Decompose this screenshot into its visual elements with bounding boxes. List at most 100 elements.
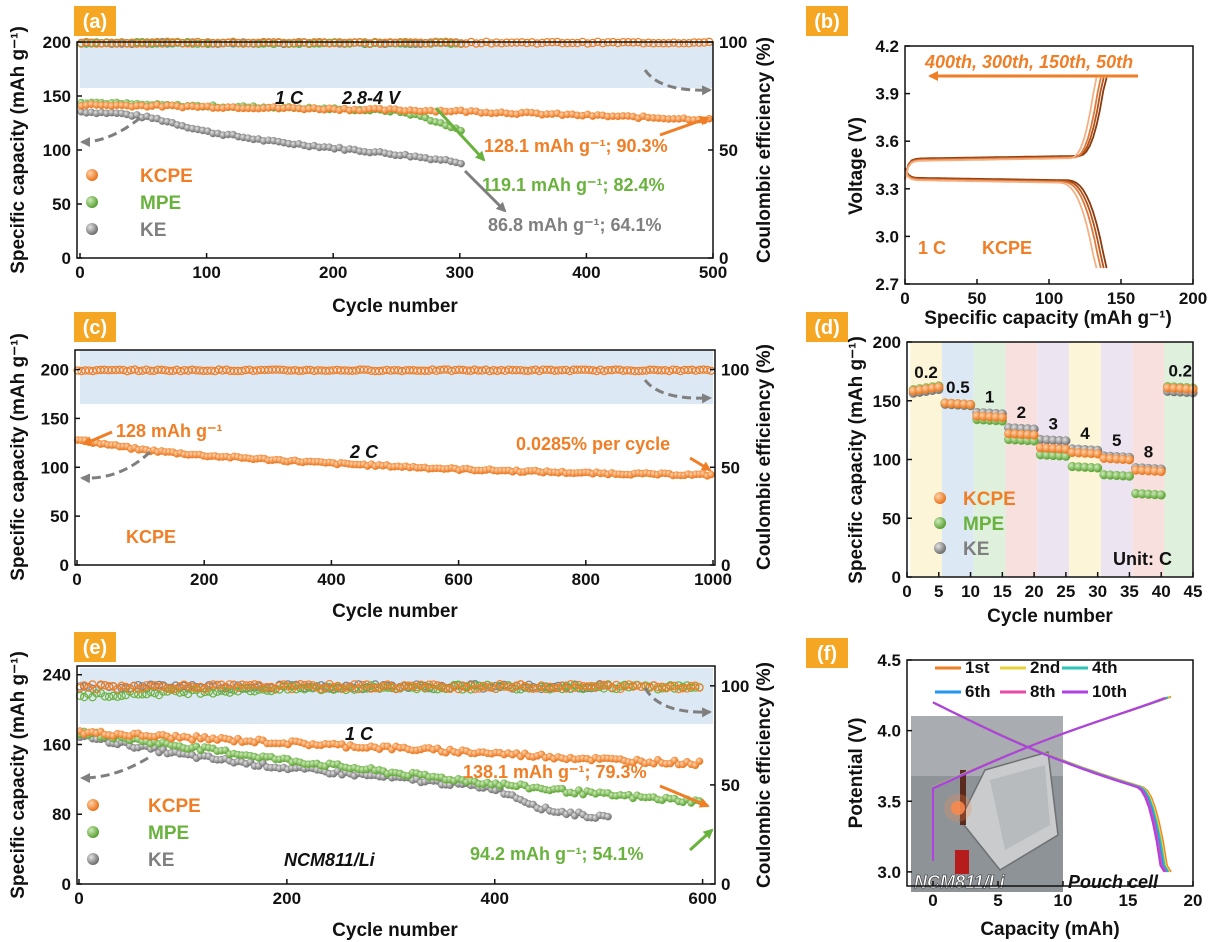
panel-d-kcpe-point <box>934 382 944 392</box>
panel-e-kcpe-ce-point <box>188 682 197 692</box>
panel-e-mpe-ce-point <box>109 691 118 701</box>
panel-e-mpe-ce-point <box>470 681 480 690</box>
panel-e-mpe-ce-point <box>229 686 239 695</box>
panel-e-frame <box>76 665 716 885</box>
panel-e-kcpe-ce-point <box>204 682 214 692</box>
panel-a-kcpe-ce-point <box>664 39 673 48</box>
panel-e-kcpe-ce-point <box>229 680 239 689</box>
panel-e-kcpe-ce-point <box>142 681 151 690</box>
panel-b-charge-curve-150th <box>904 77 1105 179</box>
panel-e-rate: 1 C <box>345 724 374 744</box>
panel-c-kcpe-ce-point <box>439 365 449 374</box>
panel-e-mpe-ce-point <box>117 691 126 701</box>
panel-a-kcpe-ce-point <box>107 38 116 47</box>
panel-b-charge-curve-300th <box>904 77 1102 180</box>
panel-a-kcpe-ce-point <box>451 38 461 48</box>
panel-e-kcpe-ce-point <box>429 680 438 689</box>
panel-b-ytick-label: 3.0 <box>875 227 899 246</box>
panel-d-ytick-label: 150 <box>873 392 901 411</box>
panel-e-kcpe-ce-point <box>217 680 226 689</box>
panel-e-kcpe-ce-point <box>657 682 667 692</box>
panel-e-kcpe-ce-point <box>437 682 446 691</box>
panel-f-legend-label-2nd: 2nd <box>1030 658 1060 677</box>
panel-e-kcpe-ce-point <box>258 683 268 692</box>
panel-e-kcpe-ce-point <box>412 682 421 692</box>
panel-e-kcpe-ce-point <box>682 684 692 693</box>
panel-c-right-axis-arrow <box>643 379 712 404</box>
panel-e-ke-ce-point <box>491 681 500 691</box>
panel-a-kcpe-ce-point <box>218 38 228 48</box>
panel-e-mpe-ce-point <box>146 687 155 697</box>
panel-e-kcpe-ce-point <box>674 684 683 694</box>
panel-c-y2tick-label: 50 <box>721 458 740 477</box>
panel-d-xtick-label: 20 <box>1025 582 1044 601</box>
panel-e-kcpe-ce-point <box>221 682 230 692</box>
panel-e-kcpe-ce-point <box>470 684 480 694</box>
panel-c-ytick-label: 0 <box>60 556 69 575</box>
panel-c-frame <box>74 349 716 566</box>
panel-e-kcpe-ce-point <box>271 684 280 693</box>
panel-e-left-axis-arrow <box>80 756 149 783</box>
panel-a-kcpe-ce-point <box>639 39 648 48</box>
panel-f-legend: 1st 2nd 4th 6th 8th 10th <box>935 658 1127 701</box>
panel-a-kcpe-ce-point <box>456 39 466 48</box>
panel-b-ytick-label: 3.9 <box>875 85 899 104</box>
panel-d-label: (d) <box>814 317 840 339</box>
panel-e-y2tick-label: 50 <box>721 776 740 795</box>
panel-e-kcpe-ce-point <box>516 680 525 689</box>
panel-e-mpe-ce-point <box>296 683 305 693</box>
panel-e-mpe-ce-point <box>383 683 392 692</box>
panel-e-mpe-ce-point <box>100 692 110 701</box>
panel-e-kcpe-ce-point <box>508 683 517 692</box>
panel-f-xtick-label: 0 <box>928 891 937 910</box>
panel-c-ylabel: Specific capacity (mAh g⁻¹) <box>8 333 29 581</box>
panel-e-kcpe-ce-point <box>292 681 301 691</box>
panel-b-discharge-curve-400th <box>904 170 1098 269</box>
panel-e-mpe-ce-point <box>454 680 463 689</box>
panel-e-kcpe-ce-point <box>524 683 534 692</box>
panel-f-xlabel: Capacity (mAh) <box>980 919 1119 940</box>
panel-e-kcpe-ce-point <box>96 680 106 689</box>
panel-d-rate-label: 1 <box>985 388 994 407</box>
panel-a-kcpe-ce-point <box>239 39 248 48</box>
panel-c-rate: 2 C <box>349 442 379 462</box>
panel-b-ytick-label: 2.7 <box>875 275 899 294</box>
panel-a-ke-arrow <box>463 169 507 213</box>
panel-e-kcpe-ce-point <box>88 680 97 689</box>
panel-a-kcpe-ce-point <box>254 38 263 47</box>
panel-e-kcpe-ce-point <box>578 682 588 691</box>
panel-a-y2tick-label: 50 <box>719 141 738 160</box>
panel-f-frame <box>906 659 1194 887</box>
panel-e-kcpe-ce-point <box>474 684 484 693</box>
panel-e-kcpe-ce-point <box>104 682 114 691</box>
panel-e-kcpe-ce-point <box>528 684 538 693</box>
panel-b-ylabel: Voltage (V) <box>846 117 867 215</box>
panel-c-kcpe-ce-point <box>123 366 132 376</box>
legend-kcpe-marker <box>934 492 946 504</box>
panel-a-kcpe-ce-point <box>112 39 121 48</box>
panel-a-kcpe-ce-point <box>461 39 471 48</box>
panel-c-initial: 128 mAh g⁻¹ <box>116 421 223 441</box>
panel-b-sample: KCPE <box>982 238 1032 258</box>
panel-e-kcpe-ce-point <box>254 680 264 690</box>
panel-a-kcpe-ce-point <box>684 39 694 48</box>
panel-d-kcpe-point <box>1156 466 1166 477</box>
panel-b-xtick-label: 50 <box>968 289 987 308</box>
panel-e-kcpe-ce-point <box>483 683 492 692</box>
panel-e-mpe-ce-point <box>341 685 351 695</box>
panel-e-kcpe-ce-point <box>441 683 451 693</box>
panel-e-kcpe-ce-point <box>179 680 189 689</box>
panel-f-discharge-curve-10th <box>932 701 1166 873</box>
panel-e-kcpe-ce-point <box>92 684 101 694</box>
panel-d-rate-label: 5 <box>1112 431 1121 450</box>
panel-e-kcpe-ce-point <box>691 681 700 690</box>
panel-a-kcpe-ce-point <box>92 39 101 48</box>
panel-e-mpe-ce-point <box>104 692 114 701</box>
panel-a-kcpe-ce-point <box>213 38 223 48</box>
panel-f-legend-label-8th: 8th <box>1030 682 1056 701</box>
panel-e-kcpe-ce-point <box>504 682 513 692</box>
panel-c-sample: KCPE <box>126 527 176 547</box>
panel-b-label: (b) <box>814 11 840 33</box>
